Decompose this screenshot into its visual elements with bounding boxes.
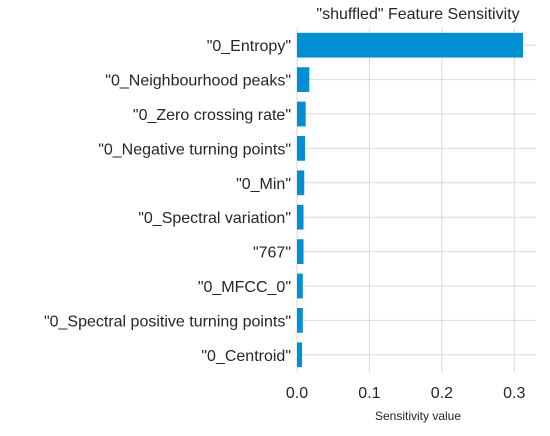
bar [297,67,310,92]
category-label: "0_Min" [236,176,291,193]
category-label: "0_Negative turning points" [98,141,291,158]
category-label: "0_Entropy" [207,38,291,55]
chart-title: "shuffled" Feature Sensitivity [316,6,519,23]
bar [297,170,305,196]
x-tick-label: 0.2 [431,385,453,402]
bar [297,239,304,264]
category-label: "0_Spectral positive turning points" [44,313,291,330]
x-tick-label: 0.3 [503,385,525,402]
bar [297,101,306,127]
bar [297,204,304,230]
bar [297,342,303,368]
x-axis-label: Sensitivity value [375,409,461,423]
category-label: "0_Zero crossing rate" [133,107,291,124]
x-tick-label: 0.1 [358,385,380,402]
bar [297,32,523,58]
category-label: "0_Neighbourhood peaks" [105,73,291,90]
bar [297,308,303,333]
category-label: "0_MFCC_0" [198,279,291,296]
category-label: "767" [253,245,291,262]
category-labels: "0_Entropy" "0_Neighbourhood peaks" "0_Zer… [44,38,291,365]
category-label: "0_Spectral variation" [138,210,291,227]
grid [296,28,536,372]
x-tick-labels: 0.0 0.1 0.2 0.3 [286,385,526,402]
bar [297,136,305,161]
category-label: "0_Centroid" [201,348,291,365]
bars [297,32,523,368]
bar [297,273,303,299]
x-tick-label: 0.0 [286,385,308,402]
